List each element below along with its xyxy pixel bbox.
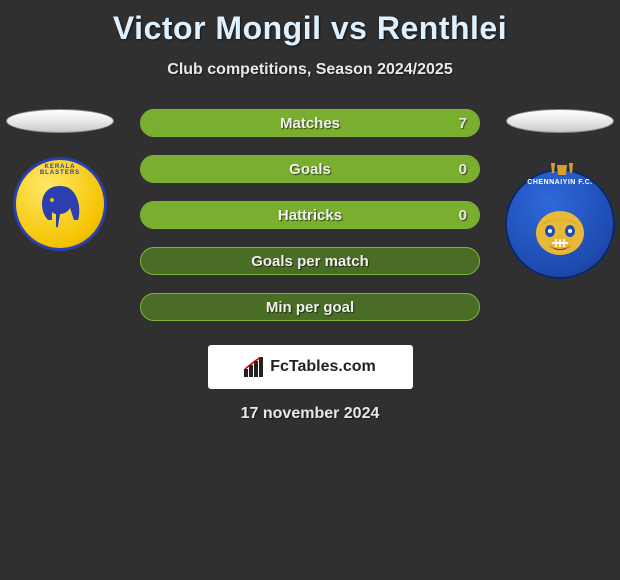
right-flag-icon bbox=[506, 109, 614, 133]
stat-row: Min per goal bbox=[140, 293, 480, 321]
stat-label: Goals bbox=[289, 161, 331, 178]
right-club-crest: CHENNAIYIN F.C. bbox=[505, 169, 615, 279]
main-area: KERALA BLASTERS CHENNAIYIN F.C. bbox=[0, 109, 620, 321]
logo-text: FcTables.com bbox=[270, 358, 376, 376]
stat-label: Matches bbox=[280, 115, 340, 132]
player2-name: Renthlei bbox=[377, 10, 507, 46]
player1-name: Victor Mongil bbox=[113, 10, 322, 46]
stat-row: Matches 7 bbox=[140, 109, 480, 137]
stat-row: Hattricks 0 bbox=[140, 201, 480, 229]
stat-value: 0 bbox=[459, 161, 467, 178]
stat-label: Min per goal bbox=[266, 299, 354, 316]
stat-value: 7 bbox=[459, 115, 467, 132]
left-club-crest: KERALA BLASTERS bbox=[13, 157, 107, 251]
bars-icon bbox=[244, 357, 266, 377]
right-club-name: CHENNAIYIN F.C. bbox=[515, 179, 605, 186]
stat-label: Hattricks bbox=[278, 207, 342, 224]
vs-text: vs bbox=[331, 10, 368, 46]
left-flag-icon bbox=[6, 109, 114, 133]
trophy-icon bbox=[549, 163, 575, 179]
stat-label: Goals per match bbox=[251, 253, 369, 270]
stats-list: Matches 7 Goals 0 Hattricks 0 Goals per match M… bbox=[140, 109, 480, 321]
footer-date: 17 november 2024 bbox=[0, 405, 620, 423]
right-column: CHENNAIYIN F.C. bbox=[500, 109, 620, 279]
stat-value: 0 bbox=[459, 207, 467, 224]
elephant-icon bbox=[32, 176, 88, 232]
comparison-title: Victor Mongil vs Renthlei bbox=[0, 0, 620, 47]
left-club-name: KERALA BLASTERS bbox=[25, 164, 95, 176]
fctables-logo: FcTables.com bbox=[208, 345, 413, 389]
subtitle: Club competitions, Season 2024/2025 bbox=[0, 61, 620, 79]
left-column: KERALA BLASTERS bbox=[0, 109, 120, 251]
stat-row: Goals 0 bbox=[140, 155, 480, 183]
stat-row: Goals per match bbox=[140, 247, 480, 275]
mask-icon bbox=[532, 205, 588, 261]
